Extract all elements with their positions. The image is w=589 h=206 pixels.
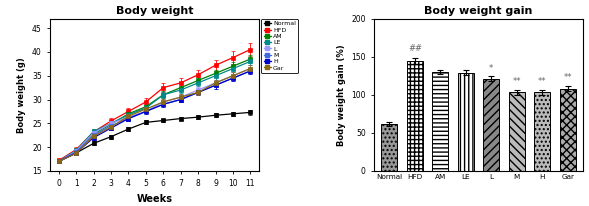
Title: Body weight: Body weight — [116, 6, 193, 16]
Legend: Normal, HFD, AM, LE, L, M, H, Gar: Normal, HFD, AM, LE, L, M, H, Gar — [261, 19, 299, 73]
Text: **: ** — [564, 73, 572, 82]
Text: ##: ## — [408, 44, 422, 53]
Bar — [407, 61, 423, 171]
Text: **: ** — [538, 77, 547, 86]
Bar — [484, 79, 499, 171]
Bar — [458, 73, 474, 171]
Y-axis label: Body weight gain (%): Body weight gain (%) — [337, 44, 346, 146]
Text: *: * — [489, 64, 494, 73]
Bar — [432, 72, 448, 171]
Text: **: ** — [512, 77, 521, 86]
X-axis label: Weeks: Weeks — [137, 194, 173, 204]
Bar — [534, 92, 550, 171]
Title: Body weight gain: Body weight gain — [425, 6, 533, 16]
Bar — [560, 89, 575, 171]
Bar — [509, 92, 525, 171]
Y-axis label: Body weight (g): Body weight (g) — [18, 57, 27, 133]
Bar — [382, 124, 397, 171]
